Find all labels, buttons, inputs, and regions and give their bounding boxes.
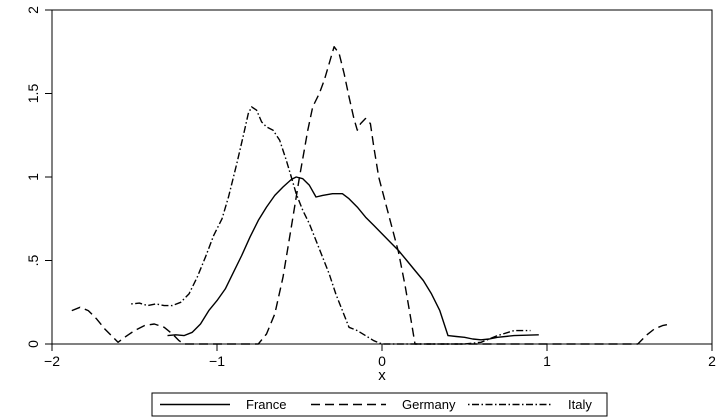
x-tick-label: 1 — [543, 353, 551, 369]
y-tick-label: .5 — [25, 254, 41, 266]
y-tick-label: 0 — [25, 340, 41, 348]
x-tick-label: 0 — [378, 353, 386, 369]
legend-label-germany: Germany — [402, 397, 456, 412]
series-line-germany — [71, 46, 671, 345]
legend-label-france: France — [246, 397, 286, 412]
series-line-france — [167, 176, 539, 341]
x-axis-title: x — [378, 367, 386, 384]
y-tick-label: 1.5 — [25, 84, 41, 104]
legend-label-italy: Italy — [568, 397, 592, 412]
legend: France Germany Italy — [151, 392, 608, 417]
x-tick-label: 2 — [708, 353, 716, 369]
legend-box — [151, 392, 608, 417]
series-line-italy — [131, 106, 531, 345]
y-tick-label: 1 — [25, 173, 41, 181]
series-layer — [71, 46, 671, 345]
x-tick-label: −1 — [209, 353, 225, 369]
x-tick-label: −2 — [44, 353, 60, 369]
axes-layer: −2 −1 0 1 2 0 .5 1 1.5 2 — [25, 6, 716, 369]
y-tick-label: 2 — [25, 6, 41, 14]
